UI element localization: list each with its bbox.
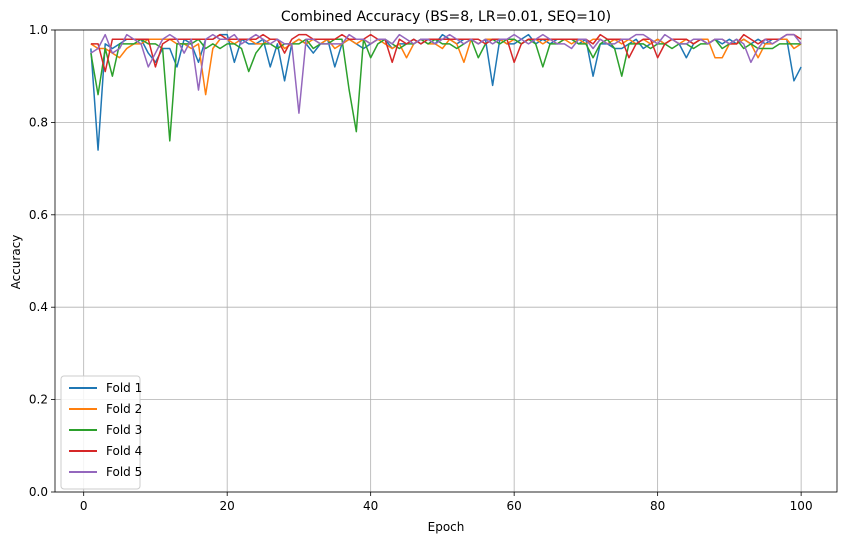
legend-label: Fold 1 (106, 381, 142, 395)
legend-label: Fold 2 (106, 402, 142, 416)
series-line-fold-5 (90, 33, 802, 114)
series-line-fold-1 (90, 33, 802, 151)
y-axis-label: Accuracy (9, 235, 23, 290)
y-tick-label: 0.8 (29, 115, 48, 129)
y-tick-label: 0.2 (29, 393, 48, 407)
y-tick-label: 0.0 (29, 485, 48, 499)
x-tick-label: 40 (363, 499, 378, 513)
legend-box (60, 375, 141, 490)
legend: Fold 1 Fold 2 Fold 3 Fold 4 Fold 5 (60, 375, 142, 490)
legend-label: Fold 3 (106, 423, 142, 437)
y-tick-label: 1.0 (29, 23, 48, 37)
legend-label: Fold 5 (106, 465, 142, 479)
x-tick-label: 0 (80, 499, 88, 513)
legend-label: Fold 4 (106, 444, 142, 458)
series-lines (90, 33, 802, 151)
x-axis-label: Epoch (428, 520, 465, 534)
x-tick-label: 60 (507, 499, 522, 513)
series-line-fold-3 (90, 38, 802, 142)
series-line-fold-4 (90, 33, 802, 73)
plot-frame (54, 29, 838, 493)
x-tick-label: 20 (220, 499, 235, 513)
y-tick-label: 0.4 (29, 300, 48, 314)
x-tick-label: 80 (650, 499, 665, 513)
x-axis: 0 20 40 60 80 100 (80, 492, 813, 513)
y-axis: 0.0 0.2 0.4 0.6 0.8 1.0 (29, 23, 55, 499)
chart-title: Combined Accuracy (BS=8, LR=0.01, SEQ=10… (281, 9, 611, 25)
y-tick-label: 0.6 (29, 208, 48, 222)
x-tick-label: 100 (790, 499, 813, 513)
